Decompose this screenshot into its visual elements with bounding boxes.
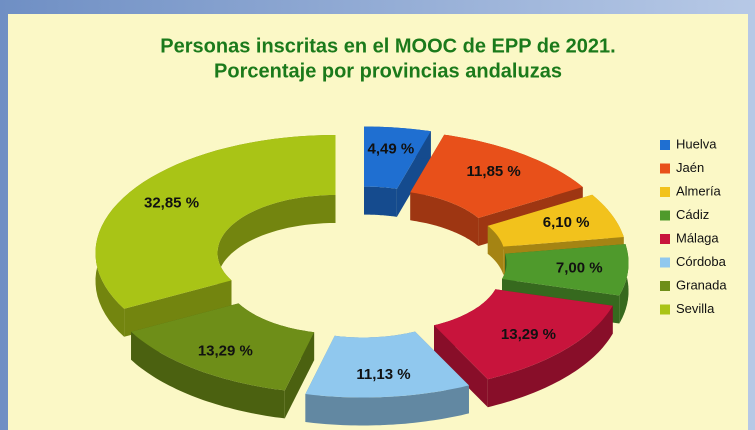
data-label: 6,10 % bbox=[543, 214, 590, 231]
slice-end bbox=[124, 280, 232, 337]
slice-side bbox=[364, 186, 397, 217]
legend-swatch bbox=[660, 281, 670, 291]
legend-swatch bbox=[660, 304, 670, 315]
chart-title: Porcentaje por provincias andaluzas bbox=[214, 60, 562, 82]
data-label: 13,29 % bbox=[198, 343, 253, 360]
slice bbox=[364, 126, 431, 189]
slice-side bbox=[131, 331, 285, 419]
slice bbox=[410, 134, 583, 218]
slice bbox=[131, 303, 315, 391]
slice-side bbox=[487, 305, 613, 408]
data-label: 11,13 % bbox=[356, 366, 410, 383]
legend-swatch bbox=[660, 187, 670, 197]
slice bbox=[434, 289, 613, 380]
data-label: 32,85 % bbox=[144, 195, 199, 212]
legend-swatch bbox=[660, 163, 670, 174]
legend-label: Jaén bbox=[676, 160, 704, 175]
legend-label: Granada bbox=[676, 277, 727, 292]
chart-title: Personas inscritas en el MOOC de EPP de … bbox=[160, 35, 615, 57]
legend-label: Huelva bbox=[676, 136, 717, 151]
legend-label: Almería bbox=[676, 183, 722, 198]
legend-swatch bbox=[660, 210, 670, 221]
slice-side bbox=[217, 195, 336, 309]
legend-label: Málaga bbox=[676, 230, 719, 245]
slice bbox=[502, 244, 629, 296]
data-label: 7,00 % bbox=[556, 260, 603, 277]
data-label: 13,29 % bbox=[501, 326, 556, 343]
slice-side bbox=[305, 385, 469, 426]
slice-end bbox=[284, 332, 315, 419]
legend-label: Córdoba bbox=[676, 254, 727, 269]
legend-swatch bbox=[660, 140, 670, 150]
slice bbox=[95, 135, 336, 309]
legend-swatch bbox=[660, 257, 670, 268]
slice-side bbox=[410, 192, 479, 246]
data-label: 11,85 % bbox=[467, 163, 521, 180]
slice bbox=[305, 331, 469, 398]
slice bbox=[487, 194, 624, 247]
legend-label: Sevilla bbox=[676, 301, 715, 316]
legend-swatch bbox=[660, 234, 670, 244]
slice-end bbox=[434, 325, 488, 408]
legend-label: Cádiz bbox=[676, 207, 709, 222]
data-label: 4,49 % bbox=[368, 140, 415, 157]
